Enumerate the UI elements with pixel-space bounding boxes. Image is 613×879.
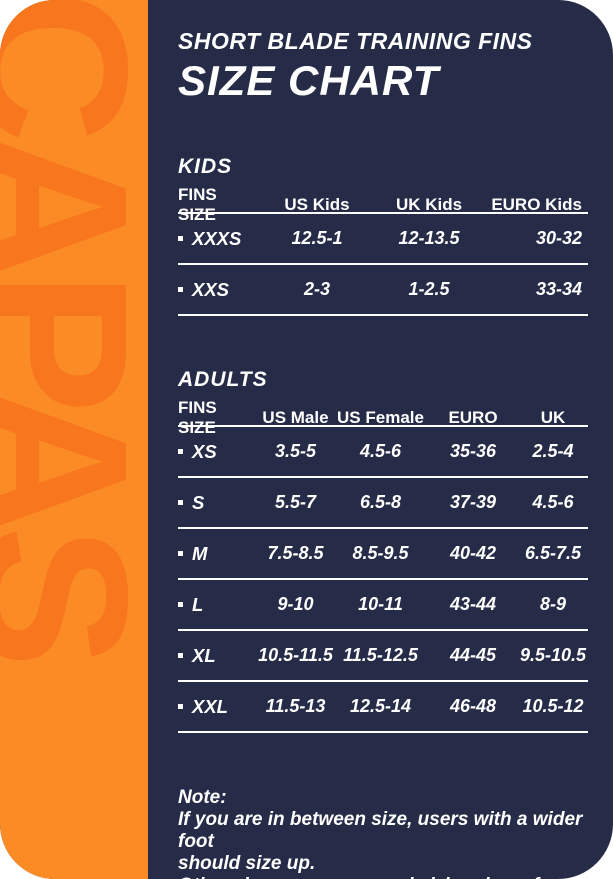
adults-section-title: ADULTS <box>178 368 268 391</box>
us-female-value: 12.5-14 <box>349 696 412 716</box>
kids-header-us: US Kids <box>284 195 350 214</box>
size-cell: XL <box>178 645 258 667</box>
us-female-value: 6.5-8 <box>359 492 402 512</box>
uk-value: 9.5-10.5 <box>519 645 587 665</box>
product-subtitle: SHORT BLADE TRAINING FINS <box>178 28 533 54</box>
size-label: XXL <box>192 695 228 717</box>
size-cell: XXL <box>178 696 258 718</box>
us-kids-value: 12.5-1 <box>291 228 343 248</box>
note-label: Note: <box>178 787 227 808</box>
us-kids-value: 2-3 <box>303 279 330 299</box>
size-cell: XXS <box>178 279 258 301</box>
kids-header-uk: UK Kids <box>395 195 463 214</box>
table-row: L 9-10 10-11 43-44 8-9 <box>178 580 588 631</box>
uk-kids-value: 12-13.5 <box>398 228 460 248</box>
euro-kids-value: 33-34 <box>535 279 582 299</box>
bullet-square-icon <box>178 500 183 505</box>
size-label: L <box>192 593 204 615</box>
us-male-value: 9-10 <box>277 594 314 614</box>
euro-value: 37-39 <box>449 492 497 512</box>
note-line: If you are in between size, users with a… <box>178 809 583 852</box>
adults-header-euro: EURO <box>448 408 498 427</box>
uk-value: 6.5-7.5 <box>524 543 582 563</box>
euro-kids-value: 30-32 <box>535 228 582 248</box>
table-row: S 5.5-7 6.5-8 37-39 4.5-6 <box>178 478 588 529</box>
euro-value: 43-44 <box>449 594 497 614</box>
table-row: XL 10.5-11.5 11.5-12.5 44-45 9.5-10.5 <box>178 631 588 682</box>
size-cell: XS <box>178 441 258 463</box>
bullet-square-icon <box>178 704 183 709</box>
note-line: should size up. <box>178 853 316 874</box>
size-label: XL <box>192 644 216 666</box>
us-male-value: 7.5-8.5 <box>267 543 324 563</box>
euro-value: 40-42 <box>449 543 497 563</box>
page-title: SIZE CHART <box>178 57 440 104</box>
size-label: M <box>192 542 208 564</box>
bullet-square-icon <box>178 236 183 241</box>
table-row: XS 3.5-5 4.5-6 35-36 2.5-4 <box>178 427 588 478</box>
size-cell: L <box>178 594 258 616</box>
size-cell: M <box>178 543 258 565</box>
bullet-square-icon <box>178 287 183 292</box>
adults-header-uk: UK <box>540 408 566 427</box>
table-row: XXXS 12.5-1 12-13.5 30-32 <box>178 214 588 265</box>
content: SHORT BLADE TRAINING FINS SIZE CHART KID… <box>148 0 613 879</box>
bullet-square-icon <box>178 551 183 556</box>
size-label: XS <box>192 440 217 462</box>
note-line: Otherwise we recommend sizing down for a… <box>178 875 588 879</box>
adults-table-header: FINS SIZE US Male US Female EURO UK <box>178 398 588 437</box>
table-row: XXL 11.5-13 12.5-14 46-48 10.5-12 <box>178 682 588 733</box>
euro-value: 44-45 <box>449 645 497 665</box>
us-female-value: 4.5-6 <box>359 441 402 461</box>
uk-kids-value: 1-2.5 <box>408 279 450 299</box>
us-male-value: 5.5-7 <box>274 492 317 512</box>
uk-value: 10.5-12 <box>522 696 584 716</box>
kids-section-title: KIDS <box>178 155 233 178</box>
kids-header-euro: EURO Kids <box>491 195 582 214</box>
size-cell: S <box>178 492 258 514</box>
euro-value: 35-36 <box>449 441 497 461</box>
note-block: Note: If you are in between size, users … <box>178 787 588 879</box>
uk-value: 4.5-6 <box>532 492 574 512</box>
kids-table-header: FINS SIZE US Kids UK Kids EURO Kids <box>178 185 588 224</box>
adults-header-fins-size: FINS SIZE <box>178 398 217 437</box>
adults-header-us-male: US Male <box>262 408 329 427</box>
table-row: XXS 2-3 1-2.5 33-34 <box>178 265 588 316</box>
adults-header-us-female: US Female <box>337 408 424 427</box>
euro-value: 46-48 <box>449 696 497 716</box>
brand-stripe: CAPAS <box>0 0 148 879</box>
us-male-value: 11.5-13 <box>265 696 326 716</box>
us-female-value: 8.5-9.5 <box>352 543 409 563</box>
size-label: XXXS <box>192 227 242 249</box>
adults-section: ADULTS FINS SIZE US Male US Female EURO … <box>178 368 588 733</box>
brand-vertical-wordmark: CAPAS <box>0 0 148 655</box>
us-female-value: 11.5-12.5 <box>343 645 418 665</box>
uk-value: 2.5-4 <box>532 441 574 461</box>
bullet-square-icon <box>178 449 183 454</box>
size-label: XXS <box>192 278 230 300</box>
kids-header-fins-size: FINS SIZE <box>178 185 217 224</box>
us-female-value: 10-11 <box>358 594 403 614</box>
table-row: M 7.5-8.5 8.5-9.5 40-42 6.5-7.5 <box>178 529 588 580</box>
bullet-square-icon <box>178 602 183 607</box>
size-cell: XXXS <box>178 228 258 250</box>
kids-section: KIDS FINS SIZE US Kids UK Kids EURO Kids… <box>178 155 588 316</box>
uk-value: 8-9 <box>539 594 566 614</box>
size-label: S <box>192 491 205 513</box>
us-male-value: 3.5-5 <box>274 441 317 461</box>
bullet-square-icon <box>178 653 183 658</box>
us-male-value: 10.5-11.5 <box>258 645 333 665</box>
